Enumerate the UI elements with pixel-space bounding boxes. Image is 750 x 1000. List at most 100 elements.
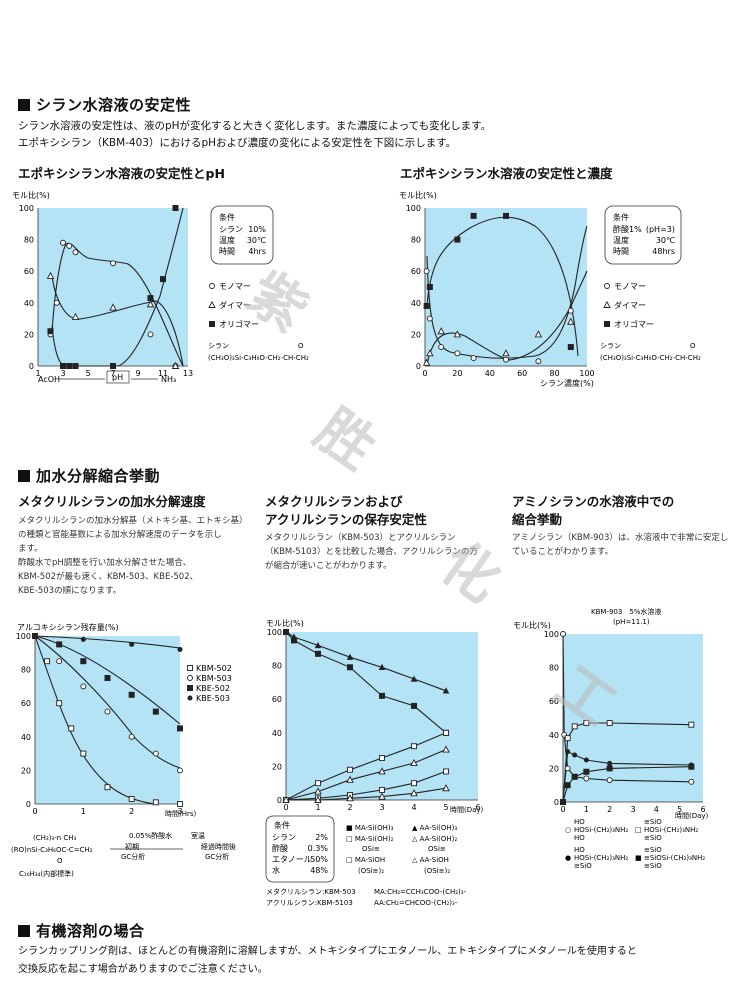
section-title-text: 加水分解縮合挙動 xyxy=(36,467,161,485)
chart3-xtick: 1 xyxy=(81,807,86,816)
section-title-hydrolysis: 加水分解縮合挙動 xyxy=(18,465,160,486)
chart4-legend-label: □ MA-SiOH xyxy=(346,856,385,864)
section-title-organic-solvent: 有機溶剤の場合 xyxy=(18,920,145,941)
chart5-ytick: 0 xyxy=(554,798,559,807)
chart2-xtick: 60 xyxy=(517,369,527,378)
chart4-xtick: 3 xyxy=(379,803,384,812)
chart4-cond-key: 酢酸 xyxy=(272,843,288,853)
chart1-legend-marker xyxy=(209,283,215,289)
chart3-point xyxy=(104,708,111,715)
chart1-point xyxy=(110,260,116,267)
chart1-xtick: 3 xyxy=(60,369,65,378)
chart3-point xyxy=(80,683,87,690)
chart5-point xyxy=(583,757,589,763)
chart4-point xyxy=(347,766,353,773)
chart4-xtick: 4 xyxy=(411,803,416,812)
chart4-point xyxy=(442,784,450,792)
chart5-ytick: 100 xyxy=(544,630,559,639)
chart2-cond-val: 30℃ xyxy=(656,236,675,245)
chart5-point xyxy=(572,752,578,758)
chart2-point xyxy=(426,315,433,322)
chart3-point xyxy=(129,641,135,647)
chart2-xlabel: シラン濃度(%) xyxy=(540,378,594,388)
chart1-point xyxy=(147,295,154,302)
chart2-legend-marker xyxy=(604,283,610,289)
chart3-point xyxy=(68,725,75,732)
square-bullet-icon xyxy=(18,470,30,482)
chart3-point xyxy=(56,700,63,707)
chart2-curve-oligomer xyxy=(426,216,579,357)
chart5-xtick: 3 xyxy=(630,805,635,814)
chart5-point xyxy=(606,720,613,726)
section-title-text: シラン水溶液の安定性 xyxy=(36,96,192,114)
chart2-point xyxy=(423,268,430,275)
chart2-point xyxy=(453,330,462,338)
chart2-point xyxy=(438,344,445,350)
chart1-plot-bg xyxy=(38,208,188,366)
chart3-point xyxy=(80,658,87,665)
chart2-point xyxy=(503,212,509,219)
chart2-point xyxy=(470,355,477,362)
chart5-point xyxy=(606,777,613,784)
chart1-condition-box xyxy=(210,205,274,265)
col1-text: メタクリルシランの加水分解基（メトキシ基、エトキシ基） の種類と官能基数による加水… xyxy=(18,514,248,598)
chart5-legend-label: HO xyxy=(574,846,585,854)
chart2-curve-monomer xyxy=(426,225,588,359)
chart2-cond-key: 温度 xyxy=(613,235,629,245)
chart4-ytick: 80 xyxy=(272,662,282,671)
chart1-point xyxy=(60,363,66,369)
chart2-formula-label: シラン xyxy=(600,342,621,350)
chart1-cond-key: シラン xyxy=(219,225,243,234)
chart4-foot2: アクリルシラン:KBM-5103 xyxy=(266,899,353,907)
chart2-formula: (CH₃O)₃Si-C₃H₆O-CH₂-CH-CH₂ xyxy=(600,354,701,362)
watermark-char-2: 胜 xyxy=(303,396,387,483)
chart1-xaxis-right: NH₃ xyxy=(161,375,176,384)
scheme-b2: GC分析 xyxy=(205,852,229,861)
chart5-point xyxy=(564,782,571,789)
chart5-point xyxy=(688,721,695,728)
chart-aminosilane: KBM-903 5%水溶液 (pH=11.1) モル比(%) 020406080… xyxy=(513,607,709,870)
chart5-point xyxy=(607,760,613,766)
chart3-ytick: 100 xyxy=(16,632,31,641)
chart2-point xyxy=(503,356,509,363)
chart4-cond-val: 0.3% xyxy=(308,844,329,853)
chart3-point xyxy=(32,633,38,639)
chart1-cond-val: 4hrs xyxy=(248,247,266,256)
chart4-point xyxy=(314,641,322,649)
chart4-xlabel: 時間(Day) xyxy=(450,806,484,814)
chart2-legend-marker xyxy=(603,300,611,308)
chart4-point xyxy=(314,787,322,795)
chart2-cond-val: (pH=3) xyxy=(646,225,675,234)
chart5-point xyxy=(583,720,590,726)
chart4-legend-label: OSi≡ xyxy=(428,845,446,853)
chart5-ytick: 80 xyxy=(549,664,559,673)
chart4-line xyxy=(285,732,447,801)
chart2-title: エポキシシラン水溶液の安定性と濃度 xyxy=(400,166,613,181)
chart4-legend-label: △ AA-SiOH xyxy=(412,856,449,864)
chart4-point xyxy=(379,692,385,699)
chart2-cond-key: 時間 xyxy=(613,247,629,256)
paragraph-line: ていることがわかります。 xyxy=(512,547,614,557)
chart3-ytick: 80 xyxy=(21,666,31,675)
chart1-curve-oligomer xyxy=(51,207,184,367)
chart4-point xyxy=(290,633,298,640)
chart2-point xyxy=(423,302,430,309)
chart1-point xyxy=(66,242,73,249)
chart3-point xyxy=(128,733,135,740)
chart3-point xyxy=(152,750,159,757)
chart4-ylabel: モル比(%) xyxy=(266,618,304,628)
chart4-legend-label: OSi≡ xyxy=(362,845,380,853)
chart2-curve-dimer xyxy=(426,270,588,365)
paragraph-line: メタクリルシラン（KBM-503）とアクリルシラン xyxy=(265,533,456,543)
chart5-xtick: 1 xyxy=(584,805,589,814)
chart4-point xyxy=(379,755,385,761)
chart2-cond-val: 48hrs xyxy=(652,247,675,256)
chart1-curve-dimer xyxy=(51,275,184,367)
chart3-ytick: 0 xyxy=(26,800,31,809)
chart1-point xyxy=(72,249,79,256)
chart1-ph-box xyxy=(106,370,130,384)
chart3-xtick: 0 xyxy=(32,807,37,816)
chart4-xtick: 5 xyxy=(443,803,448,812)
chart2-cond-key: 酢酸1% xyxy=(613,224,642,234)
